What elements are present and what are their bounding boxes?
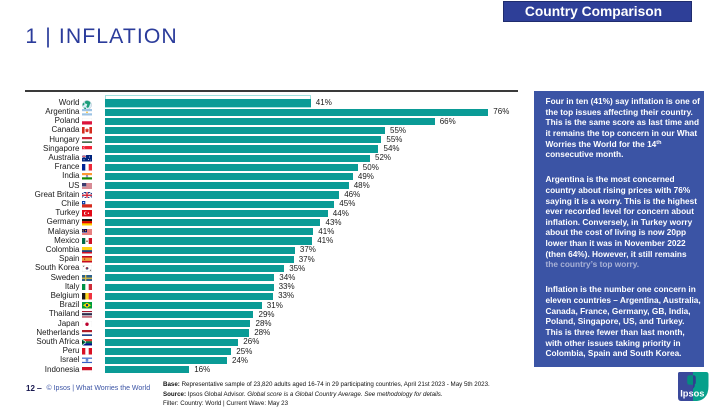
svg-text:Ipsos: Ipsos xyxy=(680,388,704,398)
